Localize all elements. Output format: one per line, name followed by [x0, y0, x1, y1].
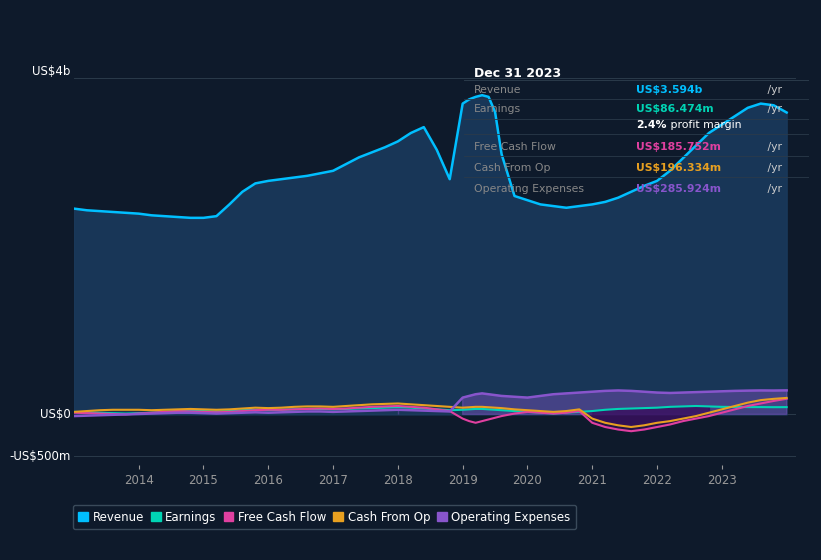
Text: US$196.334m: US$196.334m: [636, 163, 722, 173]
Text: /yr: /yr: [764, 105, 782, 114]
Legend: Revenue, Earnings, Free Cash Flow, Cash From Op, Operating Expenses: Revenue, Earnings, Free Cash Flow, Cash …: [72, 505, 576, 529]
Text: US$3.594b: US$3.594b: [636, 85, 703, 95]
Text: Revenue: Revenue: [475, 85, 521, 95]
Text: /yr: /yr: [764, 142, 782, 152]
Text: Operating Expenses: Operating Expenses: [475, 184, 585, 194]
Text: /yr: /yr: [764, 184, 782, 194]
Text: US$4b: US$4b: [32, 66, 71, 78]
Text: Earnings: Earnings: [475, 105, 521, 114]
Text: Cash From Op: Cash From Op: [475, 163, 551, 173]
Text: Dec 31 2023: Dec 31 2023: [475, 67, 562, 81]
Text: US$0: US$0: [39, 408, 71, 421]
Text: Free Cash Flow: Free Cash Flow: [475, 142, 556, 152]
Text: /yr: /yr: [764, 163, 782, 173]
Text: 2.4%: 2.4%: [636, 120, 667, 130]
Text: -US$500m: -US$500m: [9, 450, 71, 463]
Text: US$285.924m: US$285.924m: [636, 184, 722, 194]
Text: /yr: /yr: [764, 85, 782, 95]
Text: US$185.752m: US$185.752m: [636, 142, 721, 152]
Text: profit margin: profit margin: [667, 120, 742, 130]
Text: US$86.474m: US$86.474m: [636, 105, 714, 114]
